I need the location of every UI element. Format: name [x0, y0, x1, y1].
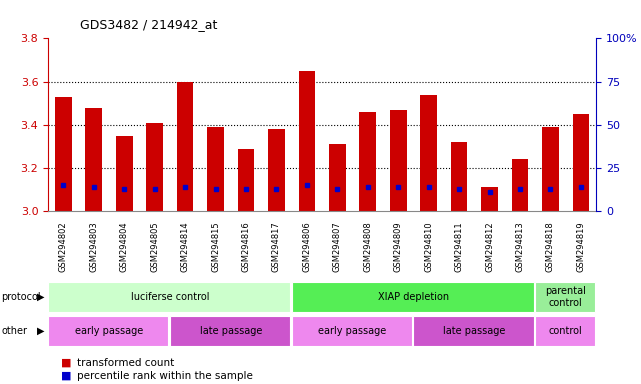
Bar	[451, 142, 467, 211]
Text: late passage: late passage	[443, 326, 506, 336]
Text: ■: ■	[61, 358, 71, 368]
Text: other: other	[1, 326, 28, 336]
FancyBboxPatch shape	[170, 316, 290, 346]
FancyBboxPatch shape	[48, 316, 169, 346]
Text: parental
control: parental control	[545, 286, 586, 308]
Text: XIAP depletion: XIAP depletion	[378, 292, 449, 302]
FancyBboxPatch shape	[535, 316, 595, 346]
Bar	[238, 149, 254, 211]
FancyBboxPatch shape	[292, 316, 412, 346]
Bar	[268, 129, 285, 211]
Bar	[207, 127, 224, 211]
Bar	[572, 114, 589, 211]
Bar	[329, 144, 345, 211]
Bar	[55, 97, 72, 211]
Text: early passage: early passage	[75, 326, 143, 336]
Text: ▶: ▶	[37, 292, 45, 302]
Bar	[481, 187, 498, 211]
FancyBboxPatch shape	[292, 282, 534, 312]
Bar	[116, 136, 133, 211]
Text: ■: ■	[61, 371, 71, 381]
Text: control: control	[549, 326, 583, 336]
Text: early passage: early passage	[319, 326, 387, 336]
Bar	[360, 112, 376, 211]
Text: luciferse control: luciferse control	[131, 292, 209, 302]
Bar	[177, 81, 194, 211]
Text: GDS3482 / 214942_at: GDS3482 / 214942_at	[80, 18, 217, 31]
Bar	[146, 122, 163, 211]
Text: percentile rank within the sample: percentile rank within the sample	[77, 371, 253, 381]
Text: ▶: ▶	[37, 326, 45, 336]
Bar	[85, 108, 102, 211]
Text: late passage: late passage	[199, 326, 262, 336]
Bar	[542, 127, 559, 211]
FancyBboxPatch shape	[413, 316, 534, 346]
Text: protocol: protocol	[1, 292, 41, 302]
Text: transformed count: transformed count	[77, 358, 174, 368]
Bar	[512, 159, 528, 211]
Bar	[390, 110, 406, 211]
Bar	[299, 71, 315, 211]
FancyBboxPatch shape	[535, 282, 595, 312]
FancyBboxPatch shape	[48, 282, 290, 312]
Bar	[420, 94, 437, 211]
